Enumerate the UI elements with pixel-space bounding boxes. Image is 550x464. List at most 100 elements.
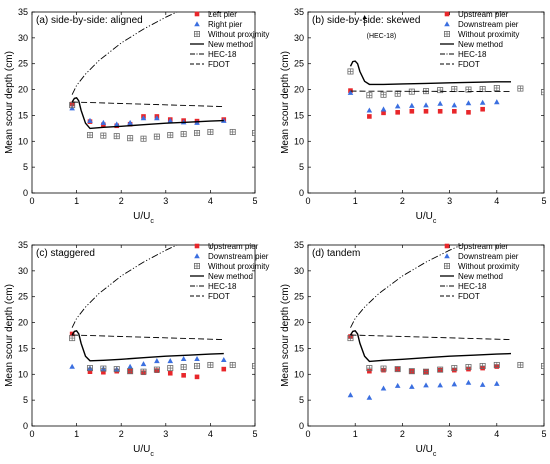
x-tick-label: 3 bbox=[163, 196, 168, 206]
series-fdot-line bbox=[350, 90, 512, 93]
series-without-proximity-point bbox=[127, 368, 134, 375]
series-new-method-line bbox=[71, 96, 224, 130]
legend-downstream-pier-swatch bbox=[444, 253, 450, 259]
x-tick-label: 4 bbox=[208, 196, 213, 206]
legend-without-proximity-label: Without proximity bbox=[458, 262, 519, 271]
legend-upstream-pier-label: Upstream pier bbox=[458, 242, 509, 251]
panel-b-side-by-side-skewed: 0 1 2 3 4 5 0 5 10 15 20 25 30 35 U/Uc Mean scour depth… bbox=[280, 7, 547, 225]
annotation-arrowhead bbox=[362, 15, 367, 19]
series-downstream-pier-point bbox=[194, 355, 200, 362]
legend-downstream-pier-label: Downstream pier bbox=[458, 20, 519, 29]
series-without-proximity-point bbox=[207, 128, 214, 135]
y-tick-label: 20 bbox=[18, 85, 28, 95]
x-tick-label: 5 bbox=[252, 196, 257, 206]
series-without-proximity-point bbox=[194, 130, 201, 137]
panel-a-side-by-side-aligned: 0 1 2 3 4 5 0 5 10 15 20 25 30 35 U/Uc Mean scour depth… bbox=[4, 7, 269, 225]
y-tick-label: 10 bbox=[18, 369, 28, 379]
x-tick-label: 5 bbox=[541, 429, 546, 439]
y-tick-label: 5 bbox=[299, 162, 304, 172]
series-downstream-pier-point bbox=[451, 381, 458, 387]
plot-frame bbox=[307, 244, 545, 427]
x-tick-label: 0 bbox=[29, 429, 34, 439]
panel-title: (b) side-by-side: skewed bbox=[312, 15, 420, 26]
series-without-proximity-point bbox=[69, 102, 76, 109]
x-tick-label: 5 bbox=[541, 196, 546, 206]
series-without-proximity-point bbox=[437, 87, 444, 94]
series-downstream-pier-point bbox=[366, 394, 373, 400]
series-downstream-pier-point bbox=[220, 357, 227, 363]
legend-without-proximity-label: Without proximity bbox=[208, 262, 269, 271]
series-without-proximity-point bbox=[251, 363, 255, 370]
series-upstream-pier-point bbox=[367, 114, 372, 119]
y-axis-label: Mean scour depth (cm) bbox=[4, 51, 15, 154]
series-downstream-pier-point bbox=[69, 363, 75, 369]
series-upstream-pier-point bbox=[194, 374, 200, 380]
y-tick-label: 35 bbox=[294, 7, 304, 17]
series-new-method-line bbox=[349, 60, 511, 86]
series-without-proximity-point bbox=[153, 133, 160, 140]
series-without-proximity-point bbox=[127, 135, 134, 142]
x-axis-label-sub: c bbox=[433, 451, 437, 458]
series-without-proximity-point bbox=[86, 365, 93, 372]
x-tick-label: 3 bbox=[163, 429, 168, 439]
x-tick-label: 1 bbox=[74, 429, 79, 439]
series-new-method-line bbox=[71, 329, 224, 362]
x-axis-label: U/Uc bbox=[416, 211, 437, 225]
y-tick-label: 25 bbox=[294, 59, 304, 69]
series-right-pier-point bbox=[127, 119, 133, 125]
series-without-proximity-point bbox=[408, 368, 415, 375]
series-without-proximity-point bbox=[140, 368, 147, 375]
series-without-proximity-point bbox=[140, 135, 147, 142]
series-downstream-pier-point bbox=[479, 99, 486, 105]
series-without-proximity-point bbox=[366, 365, 373, 372]
x-axis-label: U/Uc bbox=[416, 444, 437, 458]
series-upstream-pier-point bbox=[167, 370, 173, 376]
plot-frame bbox=[307, 11, 545, 194]
y-tick-label: 20 bbox=[294, 318, 304, 328]
y-tick-label: 5 bbox=[299, 395, 304, 405]
series-without-proximity-point bbox=[541, 89, 544, 96]
y-axis-label: Mean scour depth (cm) bbox=[280, 284, 291, 387]
series-hec-18-line bbox=[350, 245, 462, 328]
annotation-hec18: (HEC-18) bbox=[367, 33, 397, 40]
legend-hec-18-label: HEC-18 bbox=[208, 50, 237, 59]
series-without-proximity-point bbox=[100, 365, 107, 372]
series-without-proximity-point bbox=[180, 131, 187, 138]
series-downstream-pier-point bbox=[494, 380, 500, 386]
series-upstream-pier-point bbox=[381, 110, 386, 116]
y-tick-label: 0 bbox=[299, 421, 304, 431]
series-without-proximity-point bbox=[437, 366, 444, 373]
series-right-pier-point bbox=[87, 117, 93, 123]
series-downstream-pier-point bbox=[127, 363, 133, 369]
series-downstream-pier-point bbox=[366, 107, 373, 113]
series-without-proximity-point bbox=[517, 85, 524, 92]
x-tick-label: 0 bbox=[305, 429, 310, 439]
series-without-proximity-point bbox=[167, 132, 174, 139]
series-without-proximity-point bbox=[493, 85, 500, 92]
series-without-proximity-point bbox=[251, 130, 255, 137]
y-tick-label: 0 bbox=[23, 421, 28, 431]
series-without-proximity-point bbox=[167, 365, 174, 372]
y-axis-label: Mean scour depth (cm) bbox=[280, 51, 291, 154]
y-tick-label: 35 bbox=[18, 7, 28, 17]
y-tick-label: 0 bbox=[23, 188, 28, 198]
plot-frame bbox=[31, 11, 256, 194]
x-axis-label-main: U/U bbox=[416, 444, 433, 455]
x-tick-label: 4 bbox=[494, 429, 499, 439]
series-downstream-pier-point bbox=[140, 361, 147, 367]
legend-new-method-label: New method bbox=[208, 40, 253, 49]
series-downstream-pier-point bbox=[409, 383, 415, 389]
series-without-proximity-point bbox=[86, 132, 93, 139]
series-without-proximity-point bbox=[229, 361, 236, 368]
series-downstream-pier-point bbox=[423, 382, 429, 388]
legend-upstream-pier-swatch bbox=[194, 243, 200, 249]
series-upstream-pier-point bbox=[181, 373, 186, 378]
series-without-proximity-point bbox=[380, 91, 387, 98]
series-without-proximity-point bbox=[451, 365, 458, 372]
series-without-proximity-point bbox=[465, 364, 472, 371]
legend-hec-18-label: HEC-18 bbox=[458, 50, 487, 59]
y-tick-label: 25 bbox=[18, 59, 28, 69]
series-right-pier-point bbox=[154, 115, 160, 121]
panel-c-staggered: 0 1 2 3 4 5 0 5 10 15 20 25 30 35 U/Uc Mean scour depth… bbox=[4, 240, 269, 458]
